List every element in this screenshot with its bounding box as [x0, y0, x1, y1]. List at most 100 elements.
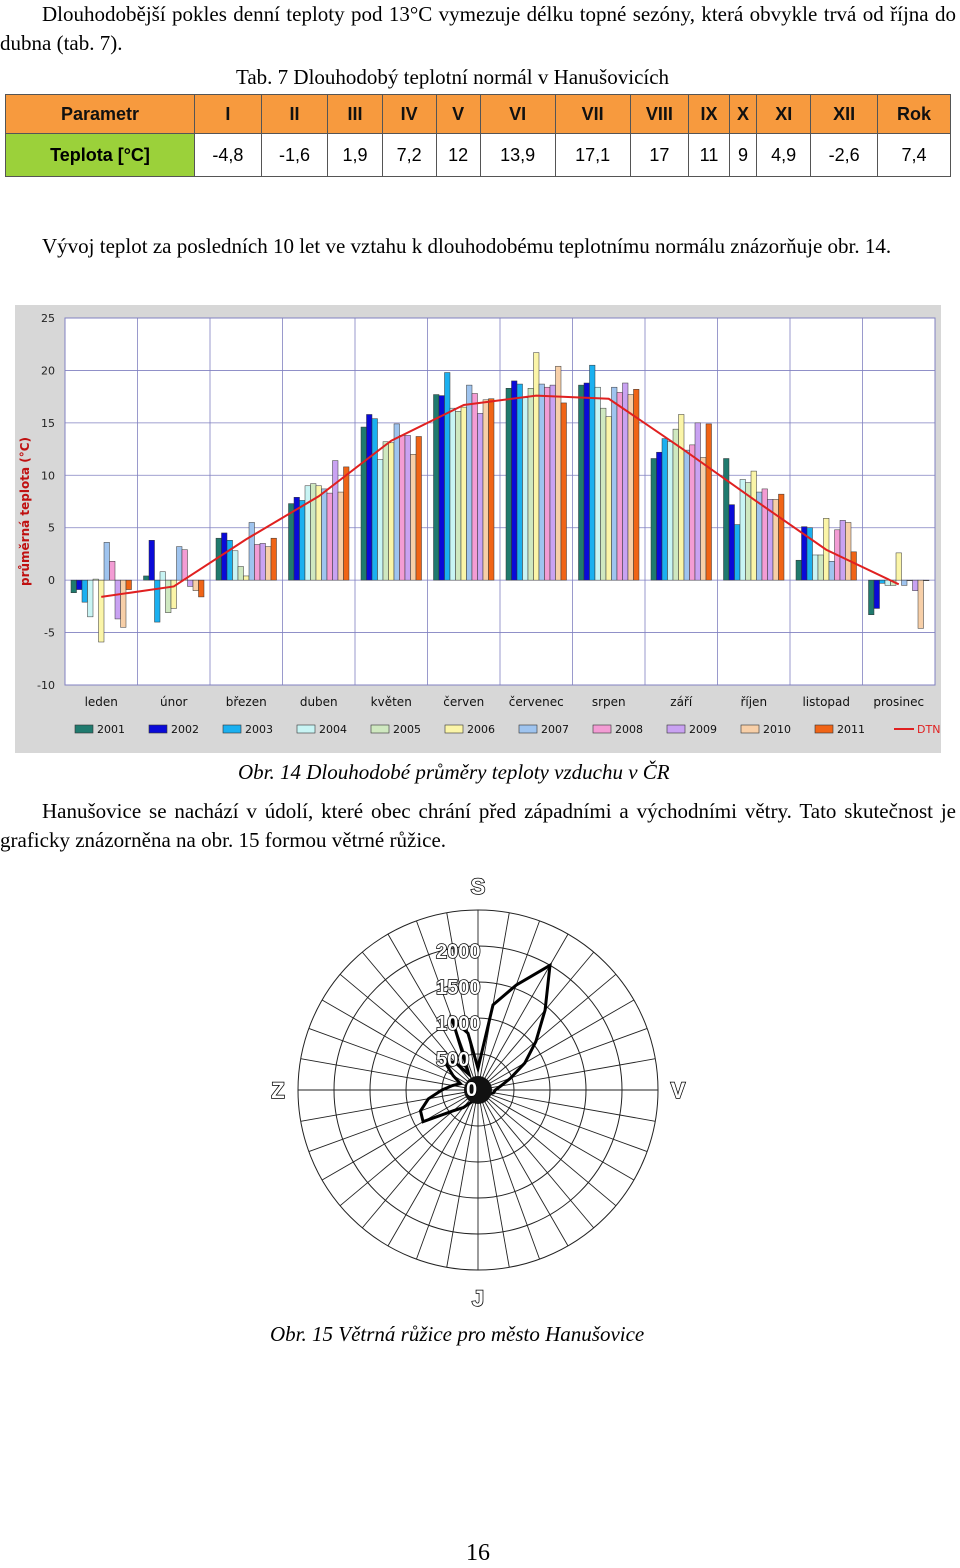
- table-cell: 7,4: [876, 133, 952, 177]
- table-header-cell: VII: [554, 94, 631, 134]
- bar: [243, 575, 250, 581]
- legend-label: 2002: [171, 723, 199, 736]
- bar: [578, 384, 585, 581]
- legend-label: 2005: [393, 723, 421, 736]
- table-row-label: Teplota [°C]: [5, 133, 195, 177]
- bar: [92, 578, 99, 581]
- bar: [103, 542, 110, 581]
- rose-spoke: [308, 1089, 479, 1152]
- legend-label: 2001: [97, 723, 125, 736]
- legend-swatch: [740, 724, 760, 734]
- bar: [488, 398, 495, 581]
- bar: [850, 551, 857, 581]
- table-cell: 13,9: [479, 133, 556, 177]
- table-cell: 12: [435, 133, 481, 177]
- y-tick-label: 5: [48, 522, 55, 535]
- bar: [828, 561, 835, 581]
- table-header-cell: VI: [479, 94, 556, 134]
- bar: [165, 579, 172, 613]
- rose-spoke: [477, 1089, 635, 1181]
- bar: [81, 579, 88, 603]
- bar: [616, 392, 623, 581]
- legend-label: 2011: [837, 723, 865, 736]
- rose-spoke: [300, 1089, 479, 1122]
- page-number: 16: [466, 1540, 490, 1566]
- bar: [522, 397, 529, 581]
- figure-14-caption: Obr. 14 Dlouhodobé průměry teploty vzduc…: [238, 760, 670, 785]
- rose-spoke: [361, 1089, 479, 1229]
- bar: [433, 394, 440, 581]
- table-cell: 1,9: [327, 133, 383, 177]
- bar: [633, 389, 640, 581]
- rose-spoke: [300, 1058, 479, 1091]
- legend-swatch: [74, 724, 94, 734]
- bar: [868, 579, 875, 615]
- bar: [315, 485, 322, 581]
- table-cell: 17: [629, 133, 690, 177]
- bar: [154, 579, 161, 623]
- bar: [912, 579, 919, 591]
- legend-label: 2009: [689, 723, 717, 736]
- bar: [477, 413, 484, 581]
- wind-rose: 2000 1500 1000 500 0 S J Z V: [271, 873, 687, 1312]
- table-value-row: Teplota [°C] -4,8 -1,6 1,9 7,2 12 13,9 1…: [5, 133, 952, 177]
- rose-spoke: [387, 933, 479, 1091]
- legend-label: DTN: [917, 723, 940, 736]
- table-header-cell: VIII: [629, 94, 690, 134]
- bar: [772, 499, 779, 581]
- bar: [438, 395, 445, 581]
- x-tick-label: březen: [226, 695, 267, 709]
- x-tick-label: únor: [160, 695, 188, 709]
- x-tick-label: srpen: [592, 695, 626, 709]
- table-header-cell: Rok: [876, 94, 952, 134]
- rose-spoke: [477, 933, 569, 1091]
- rose-spoke: [321, 1089, 479, 1181]
- rose-spoke: [477, 1089, 617, 1207]
- bar: [527, 388, 534, 581]
- rose-direction-north: S: [471, 874, 486, 899]
- table-header-row: Parametr I II III IV V VI VII VIII IX X …: [5, 94, 952, 134]
- bar: [337, 491, 344, 581]
- rose-spoke: [477, 1089, 569, 1247]
- bar: [795, 559, 802, 581]
- table-cell: 17,1: [554, 133, 631, 177]
- legend-swatch: [370, 724, 390, 734]
- bar: [879, 579, 886, 584]
- y-tick-label: 0: [48, 574, 55, 587]
- rose-hub: [464, 1076, 492, 1104]
- bar: [694, 422, 701, 581]
- table-header-cell: XII: [810, 94, 878, 134]
- table-cell: 9: [728, 133, 758, 177]
- bar: [466, 384, 473, 581]
- legend-label: 2007: [541, 723, 569, 736]
- bar: [560, 402, 567, 581]
- bar: [181, 549, 188, 581]
- bar: [415, 436, 422, 581]
- bar: [70, 579, 77, 593]
- legend-label: 2010: [763, 723, 791, 736]
- bar: [76, 579, 83, 590]
- bar: [511, 380, 518, 581]
- bar: [321, 488, 328, 581]
- y-tick-label: 10: [41, 469, 55, 482]
- temperature-normal-table: Parametr I II III IV V VI VII VIII IX X …: [5, 94, 952, 177]
- bar: [332, 460, 339, 581]
- table-header-label: Parametr: [5, 94, 195, 134]
- bar: [611, 386, 618, 581]
- bar: [555, 365, 562, 581]
- rose-spoke: [477, 951, 595, 1091]
- bar: [114, 579, 121, 620]
- bar: [449, 407, 456, 581]
- bar: [148, 540, 155, 581]
- bar: [198, 579, 205, 598]
- bar: [549, 384, 556, 581]
- rose-ring-label: 1000: [436, 1013, 481, 1035]
- legend-swatch: [666, 724, 686, 734]
- bar: [505, 388, 512, 581]
- rose-spoke: [477, 973, 617, 1091]
- bar: [265, 546, 272, 581]
- bar: [299, 500, 306, 581]
- bar: [221, 532, 228, 581]
- bar: [734, 524, 741, 581]
- bar: [176, 546, 183, 581]
